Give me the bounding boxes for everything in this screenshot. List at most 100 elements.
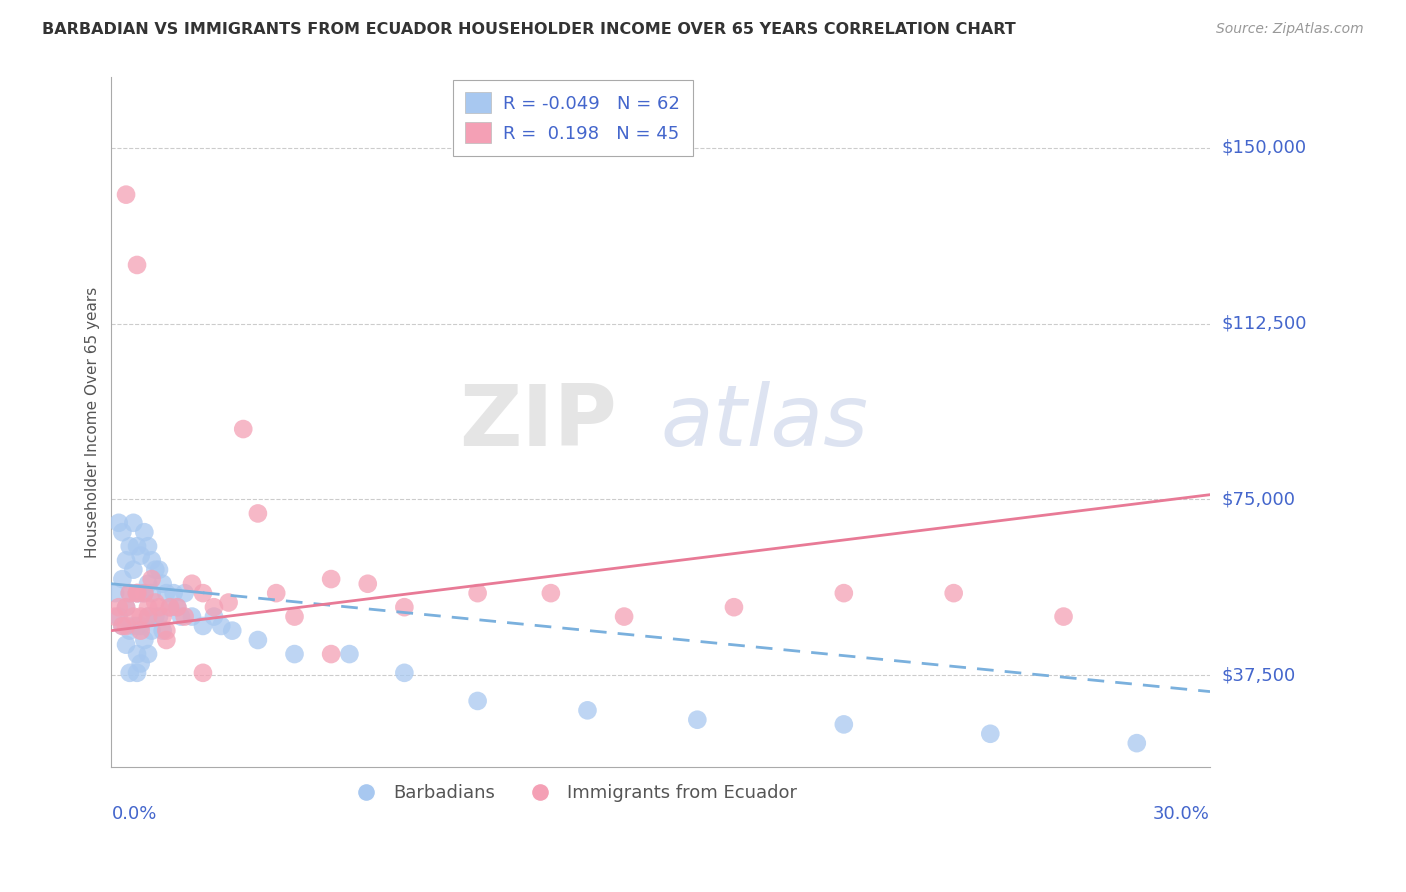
Point [141,553,163,567]
Point [191,619,214,633]
Point [125,665,148,680]
Point [143,563,166,577]
Point [723,600,745,615]
Point [283,609,305,624]
Point [264,586,287,600]
Point [134,586,156,600]
Point [129,624,152,638]
Point [129,619,152,633]
Point [202,600,225,615]
Point [122,563,145,577]
Text: $37,500: $37,500 [1222,666,1295,684]
Point [129,549,152,563]
Point [111,619,134,633]
Point [125,586,148,600]
Point [115,638,138,652]
Point [832,586,855,600]
Text: 30.0%: 30.0% [1153,805,1211,823]
Point [339,647,361,661]
Point [166,600,188,615]
Point [118,586,141,600]
Text: $150,000: $150,000 [1222,139,1306,157]
Text: $112,500: $112,500 [1222,315,1306,333]
Y-axis label: Householder Income Over 65 years: Householder Income Over 65 years [86,286,100,558]
Point [111,619,134,633]
Point [111,572,134,586]
Point [136,600,159,615]
Point [141,586,163,600]
Point [107,609,129,624]
Point [134,586,156,600]
Point [979,727,1001,741]
Point [115,553,138,567]
Point [118,624,141,638]
Point [246,507,269,521]
Point [148,600,170,615]
Point [467,586,489,600]
Point [394,600,416,615]
Point [104,586,127,600]
Point [283,647,305,661]
Point [232,422,254,436]
Text: ZIP: ZIP [458,381,617,464]
Point [394,665,416,680]
Point [1126,736,1149,750]
Point [159,600,181,615]
Point [209,619,232,633]
Point [166,600,188,615]
Point [686,713,709,727]
Point [115,600,138,615]
Point [357,576,380,591]
Point [136,609,159,624]
Point [173,609,195,624]
Point [134,633,156,648]
Point [152,609,174,624]
Point [111,525,134,540]
Point [191,665,214,680]
Point [613,609,636,624]
Point [181,576,204,591]
Point [136,539,159,553]
Point [115,619,138,633]
Point [141,572,163,586]
Point [115,600,138,615]
Point [122,609,145,624]
Point [115,187,138,202]
Point [181,609,204,624]
Point [134,525,156,540]
Point [321,647,343,661]
Point [218,595,240,609]
Point [832,717,855,731]
Point [191,586,214,600]
Point [170,609,193,624]
Point [125,586,148,600]
Point [143,595,166,609]
Point [104,609,127,624]
Text: 0.0%: 0.0% [111,805,157,823]
Point [118,586,141,600]
Point [118,665,141,680]
Point [118,539,141,553]
Point [152,576,174,591]
Point [1052,609,1074,624]
Point [143,609,166,624]
Point [122,516,145,530]
Point [136,609,159,624]
Point [942,586,965,600]
Point [129,609,152,624]
Point [221,624,243,638]
Point [155,586,177,600]
Point [321,572,343,586]
Point [152,624,174,638]
Point [540,586,562,600]
Text: atlas: atlas [661,381,869,464]
Point [155,624,177,638]
Point [122,619,145,633]
Point [148,609,170,624]
Point [129,586,152,600]
Point [155,633,177,648]
Point [202,609,225,624]
Point [173,586,195,600]
Point [125,539,148,553]
Point [159,600,181,615]
